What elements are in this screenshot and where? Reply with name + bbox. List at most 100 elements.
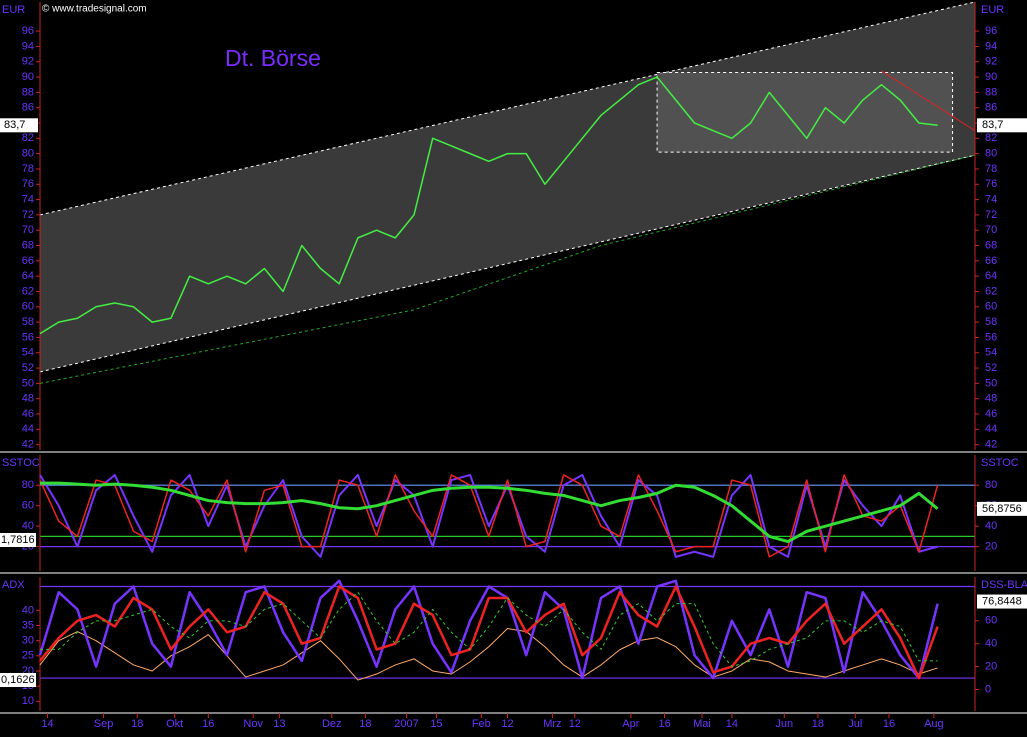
y-tick-label: 94: [22, 40, 34, 52]
y-tick-label: 78: [985, 163, 997, 175]
y-tick-label: 62: [985, 285, 997, 297]
y-tick-label: 68: [22, 239, 34, 251]
y-tick-label: 46: [22, 408, 34, 420]
axis-label: SSTOC: [981, 457, 1019, 469]
axis-label: ADX: [2, 579, 25, 591]
x-tick-label: 16: [883, 718, 895, 730]
series-line: [39, 474, 939, 558]
x-tick-label: Mrz: [543, 718, 561, 730]
x-tick-label: 16: [202, 718, 214, 730]
series-line: [39, 76, 938, 335]
y-tick-label: 62: [22, 285, 34, 297]
y-tick-label: 92: [985, 56, 997, 68]
y-tick-label: 56: [985, 331, 997, 343]
y-tick-label: 58: [985, 316, 997, 328]
last-value-box: [977, 501, 1027, 516]
y-tick-label: 88: [985, 86, 997, 98]
x-tick-label: Dez: [322, 718, 342, 730]
x-tick-label: Nov: [243, 718, 263, 730]
y-tick-label: 60: [985, 615, 997, 627]
series-line: [38, 579, 939, 680]
y-tick-label: 96: [22, 25, 34, 37]
y-tick-label: 82: [22, 132, 34, 144]
y-tick-label: 44: [22, 423, 34, 435]
axis-label: EUR: [2, 4, 25, 16]
y-tick-label: 54: [22, 347, 34, 359]
y-tick-label: 80: [985, 479, 997, 491]
y-tick-label: 40: [985, 638, 997, 650]
y-tick-label: 68: [985, 239, 997, 251]
value-box: [0, 533, 36, 547]
x-tick-label: 14: [726, 718, 738, 730]
last-value-label: 76,8448: [982, 595, 1022, 607]
source: © www.tradesignal.com: [42, 4, 147, 15]
trend-line: [39, 154, 976, 384]
y-tick-label: 80: [22, 148, 34, 160]
x-tick-label: 18: [812, 718, 824, 730]
y-tick-label: 70: [22, 224, 34, 236]
y-tick-label: 54: [985, 347, 997, 359]
y-tick-label: 52: [22, 362, 34, 374]
y-tick-label: 40: [22, 520, 34, 532]
y-tick-label: 90: [985, 71, 997, 83]
y-tick-label: 30: [22, 635, 34, 647]
y-tick-label: 76: [22, 178, 34, 190]
x-tick-label: 12: [501, 718, 513, 730]
y-tick-label: 48: [985, 393, 997, 405]
y-tick-label: 46: [985, 408, 997, 420]
x-tick-label: Mai: [693, 718, 711, 730]
last-value-label: 83,7: [982, 119, 1003, 131]
y-tick-label: 74: [985, 193, 997, 205]
y-tick-label: 66: [22, 255, 34, 267]
channel-line: [39, 154, 976, 373]
y-tick-label: 0: [985, 683, 991, 695]
y-tick-label: 35: [22, 619, 34, 631]
chart-title: Dt. Börse: [225, 45, 321, 71]
series-line: [39, 628, 938, 681]
value-text: 1,7816: [1, 534, 35, 546]
x-tick-label: 18: [131, 718, 143, 730]
x-tick-label: 2007: [394, 718, 418, 730]
y-tick-label: 50: [985, 377, 997, 389]
last-value-box: [0, 118, 38, 133]
x-tick-label: Apr: [622, 718, 639, 730]
y-tick-label: 90: [22, 71, 34, 83]
series-line: [39, 473, 938, 558]
y-tick-label: 50: [22, 377, 34, 389]
last-value-box: [977, 118, 1027, 133]
y-tick-label: 86: [22, 102, 34, 114]
y-tick-label: 76: [985, 178, 997, 190]
y-tick-label: 48: [22, 393, 34, 405]
x-tick-label: 14: [41, 718, 53, 730]
y-tick-label: 25: [22, 650, 34, 662]
y-tick-label: 40: [22, 604, 34, 616]
value-box: [0, 673, 36, 687]
y-tick-label: 72: [22, 209, 34, 221]
y-tick-label: 58: [22, 316, 34, 328]
y-tick-label: 96: [985, 25, 997, 37]
x-tick-label: 18: [359, 718, 371, 730]
y-tick-label: 10: [22, 695, 34, 707]
x-tick-label: Jul: [848, 718, 862, 730]
y-tick-label: 60: [22, 301, 34, 313]
value-text: 0,1626: [1, 674, 35, 686]
channel-line: [39, 1, 976, 216]
x-tick-label: Okt: [166, 718, 183, 730]
y-tick-label: 42: [985, 439, 997, 451]
x-tick-label: 13: [273, 718, 285, 730]
x-tick-label: 16: [658, 718, 670, 730]
last-value-label: 83,7: [4, 119, 25, 131]
y-tick-label: 82: [985, 132, 997, 144]
y-tick-label: 64: [22, 270, 34, 282]
y-tick-label: 42: [22, 439, 34, 451]
y-tick-label: 64: [985, 270, 997, 282]
x-tick-label: Feb: [472, 718, 491, 730]
x-tick-label: Aug: [924, 718, 944, 730]
axis-label: EUR: [981, 4, 1004, 16]
y-tick-label: 70: [985, 224, 997, 236]
y-tick-label: 74: [22, 193, 34, 205]
y-tick-label: 80: [985, 148, 997, 160]
x-tick-label: 15: [430, 718, 442, 730]
y-tick-label: 86: [985, 102, 997, 114]
